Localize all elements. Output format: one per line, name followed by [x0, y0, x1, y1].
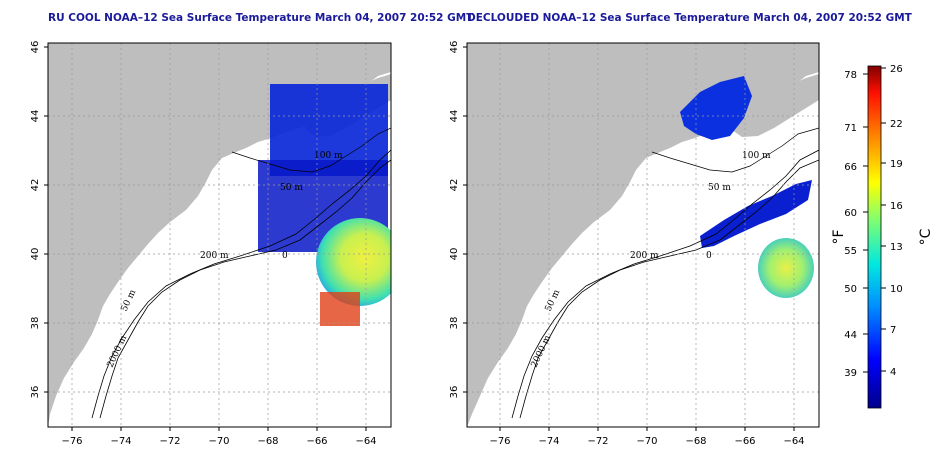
isobath-contour	[519, 159, 819, 419]
land-mass	[467, 43, 819, 427]
sst-warm-core	[758, 238, 814, 298]
map-panel-right: 100 m 50 m 200 m 0 50 m 2000 m −76 −74 −…	[449, 41, 820, 447]
lat-tick-label: 44	[449, 110, 460, 123]
lat-tick-label: 36	[449, 386, 460, 399]
axis-ticks	[44, 46, 367, 431]
sst-warm-eddy	[320, 292, 360, 326]
celsius-tick-label: 13	[890, 242, 903, 253]
map-panel-left: 100 m 50 m 200 m 0 50 m 2000 m −76 −74 −…	[30, 41, 392, 447]
isobath-contour	[99, 159, 391, 419]
lon-tick-label: −76	[489, 436, 510, 447]
axis-ticks	[463, 46, 795, 431]
fahrenheit-tick-label: 44	[844, 330, 857, 341]
gridlines	[48, 43, 391, 427]
lat-tick-label: 38	[30, 317, 41, 330]
contour-label: 200 m	[630, 251, 659, 261]
celsius-tick-label: 22	[890, 119, 903, 130]
fahrenheit-tick-label: 66	[844, 162, 857, 173]
sst-cold-scotian	[700, 180, 812, 248]
lon-tick-label: −76	[61, 436, 82, 447]
lon-tick-label: −74	[538, 436, 559, 447]
fahrenheit-tick-label: 39	[844, 368, 857, 379]
lon-tick-label: −72	[587, 436, 608, 447]
fahrenheit-tick-label: 50	[844, 284, 857, 295]
lon-tick-label: −64	[783, 436, 804, 447]
lat-tick-label: 40	[449, 248, 460, 261]
fahrenheit-tick-label: 55	[844, 246, 857, 257]
land-mass	[48, 43, 391, 427]
lat-tick-label: 46	[449, 41, 460, 54]
colorbar: 78 71 66 60 55 50 44 39 26 22 19 16 13 1…	[831, 64, 934, 409]
colorbar-ticks	[863, 67, 886, 373]
contour-label: 200 m	[200, 251, 229, 261]
lon-tick-label: −70	[636, 436, 657, 447]
lat-tick-label: 42	[449, 179, 460, 192]
fahrenheit-tick-label: 60	[844, 208, 857, 219]
panel-title-left: RU COOL NOAA–12 Sea Surface Temperature …	[48, 12, 474, 24]
lat-tick-label: 42	[30, 179, 41, 192]
contour-label: 0	[706, 251, 712, 261]
isobath-contour	[651, 127, 819, 173]
lat-tick-label: 44	[30, 110, 41, 123]
lon-tick-label: −66	[306, 436, 327, 447]
nova-scotia	[730, 74, 819, 137]
lon-tick-label: −72	[159, 436, 180, 447]
sst-cold-gom	[680, 76, 752, 140]
map-frame	[466, 42, 820, 428]
fahrenheit-tick-label: 78	[844, 70, 857, 81]
celsius-tick-label: 16	[890, 201, 903, 212]
gridlines	[467, 43, 819, 427]
lon-tick-label: −74	[110, 436, 131, 447]
celsius-tick-label: 4	[890, 367, 896, 378]
contour-label: 100 m	[314, 151, 343, 161]
panel-title-right: DECLOUDED NOAA–12 Sea Surface Temperatur…	[467, 12, 912, 24]
celsius-tick-label: 26	[890, 64, 903, 75]
isobath-contour	[231, 127, 391, 173]
lat-tick-label: 40	[30, 248, 41, 261]
isobath-contour	[511, 149, 819, 419]
sst-warm-core	[316, 218, 391, 306]
isobath-contour	[91, 149, 391, 419]
contour-label: 50 m	[708, 183, 731, 193]
fahrenheit-unit-label: °F	[831, 229, 847, 244]
celsius-unit-label: °C	[918, 228, 934, 245]
lon-tick-label: −68	[685, 436, 706, 447]
celsius-tick-label: 19	[890, 159, 903, 170]
fahrenheit-tick-label: 71	[844, 123, 857, 134]
lon-tick-label: −68	[257, 436, 278, 447]
celsius-tick-label: 10	[890, 284, 903, 295]
lon-tick-label: −64	[355, 436, 376, 447]
celsius-tick-label: 7	[890, 325, 896, 336]
contour-label: 100 m	[742, 151, 771, 161]
lat-tick-label: 36	[30, 386, 41, 399]
colorbar-gradient	[867, 65, 882, 409]
lat-tick-label: 46	[30, 41, 41, 54]
lon-tick-label: −66	[734, 436, 755, 447]
contour-label: 50 m	[280, 183, 303, 193]
lon-tick-label: −70	[208, 436, 229, 447]
contour-label: 0	[282, 251, 288, 261]
lat-tick-label: 38	[449, 317, 460, 330]
